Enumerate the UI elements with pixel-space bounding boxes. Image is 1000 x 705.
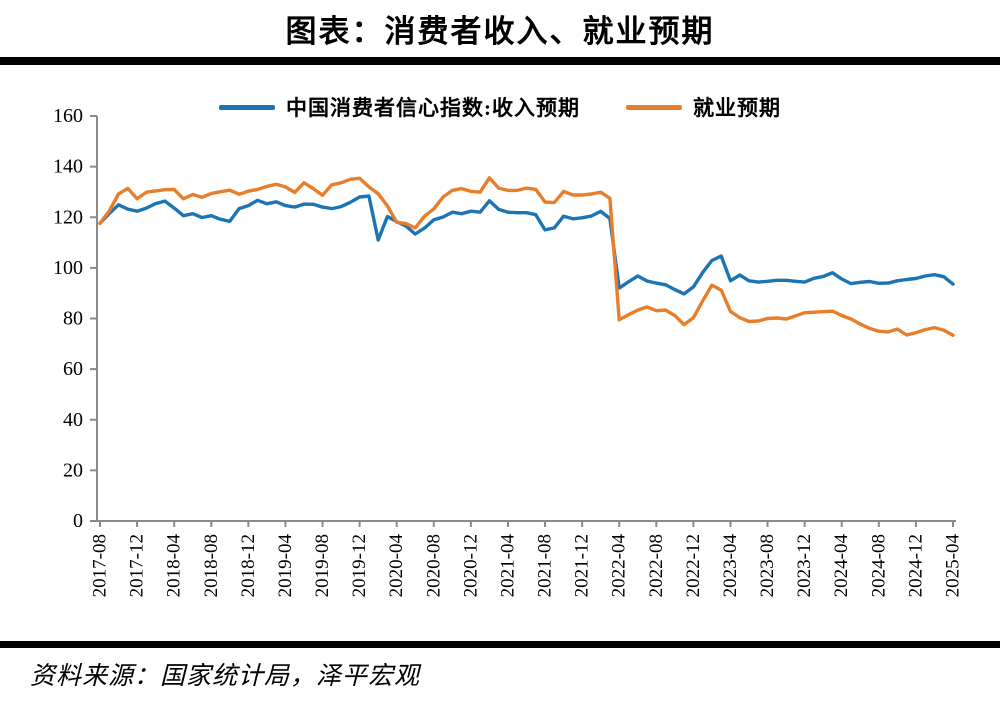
legend-label-income: 中国消费者信心指数:收入预期 bbox=[286, 96, 580, 120]
chart-legend: 中国消费者信心指数:收入预期 就业预期 bbox=[0, 92, 1000, 122]
x-tick-label: 2024-08 bbox=[868, 534, 889, 597]
x-tick-label: 2021-04 bbox=[497, 534, 518, 598]
top-divider bbox=[0, 57, 1000, 65]
x-tick-label: 2019-08 bbox=[312, 534, 333, 597]
x-tick-label: 2021-12 bbox=[572, 534, 593, 597]
x-tick-label: 2017-08 bbox=[90, 534, 111, 597]
x-tick-label: 2020-04 bbox=[386, 534, 407, 598]
x-tick-label: 2023-08 bbox=[757, 534, 778, 597]
legend-label-employment: 就业预期 bbox=[693, 96, 781, 120]
y-tick-label: 60 bbox=[63, 358, 83, 380]
x-tick-label: 2018-08 bbox=[201, 534, 222, 597]
y-tick-label: 160 bbox=[53, 105, 83, 127]
x-tick-label: 2024-12 bbox=[905, 534, 926, 597]
series-line-employment bbox=[98, 176, 955, 337]
x-tick-label: 2019-12 bbox=[349, 534, 370, 597]
x-tick-label: 2025-04 bbox=[943, 534, 964, 598]
y-tick-label: 100 bbox=[53, 257, 83, 279]
legend-swatch-income bbox=[219, 104, 275, 110]
y-tick-label: 0 bbox=[73, 510, 83, 532]
x-tick-label: 2023-04 bbox=[720, 534, 741, 598]
x-tick-label: 2017-12 bbox=[127, 534, 148, 597]
x-tick-label: 2018-04 bbox=[164, 534, 185, 598]
x-tick-label: 2018-12 bbox=[238, 534, 259, 597]
x-tick-label: 2020-08 bbox=[423, 534, 444, 597]
legend-swatch-employment bbox=[626, 104, 682, 110]
x-tick-label: 2022-08 bbox=[646, 534, 667, 597]
legend-item-income: 中国消费者信心指数:收入预期 bbox=[219, 92, 580, 122]
y-tick-label: 120 bbox=[53, 206, 83, 228]
x-tick-label: 2020-12 bbox=[460, 534, 481, 597]
legend-item-employment: 就业预期 bbox=[626, 92, 781, 122]
axis-lines bbox=[96, 116, 956, 522]
y-tick-label: 80 bbox=[63, 308, 83, 330]
x-tick-label: 2021-08 bbox=[535, 534, 556, 597]
x-tick-label: 2019-04 bbox=[275, 534, 296, 598]
x-tick-label: 2022-04 bbox=[609, 534, 630, 598]
y-tick-label: 40 bbox=[63, 409, 83, 431]
series-line-income bbox=[98, 194, 955, 296]
y-tick-label: 20 bbox=[63, 459, 83, 481]
x-tick-label: 2023-12 bbox=[794, 534, 815, 597]
x-tick-label: 2022-12 bbox=[683, 534, 704, 597]
bottom-divider bbox=[0, 641, 1000, 648]
x-tick-label: 2024-04 bbox=[831, 534, 852, 598]
y-tick-label: 140 bbox=[53, 156, 83, 178]
chart-title: 图表：消费者收入、就业预期 bbox=[285, 14, 715, 49]
source-note: 资料来源：国家统计局，泽平宏观 bbox=[30, 663, 421, 690]
